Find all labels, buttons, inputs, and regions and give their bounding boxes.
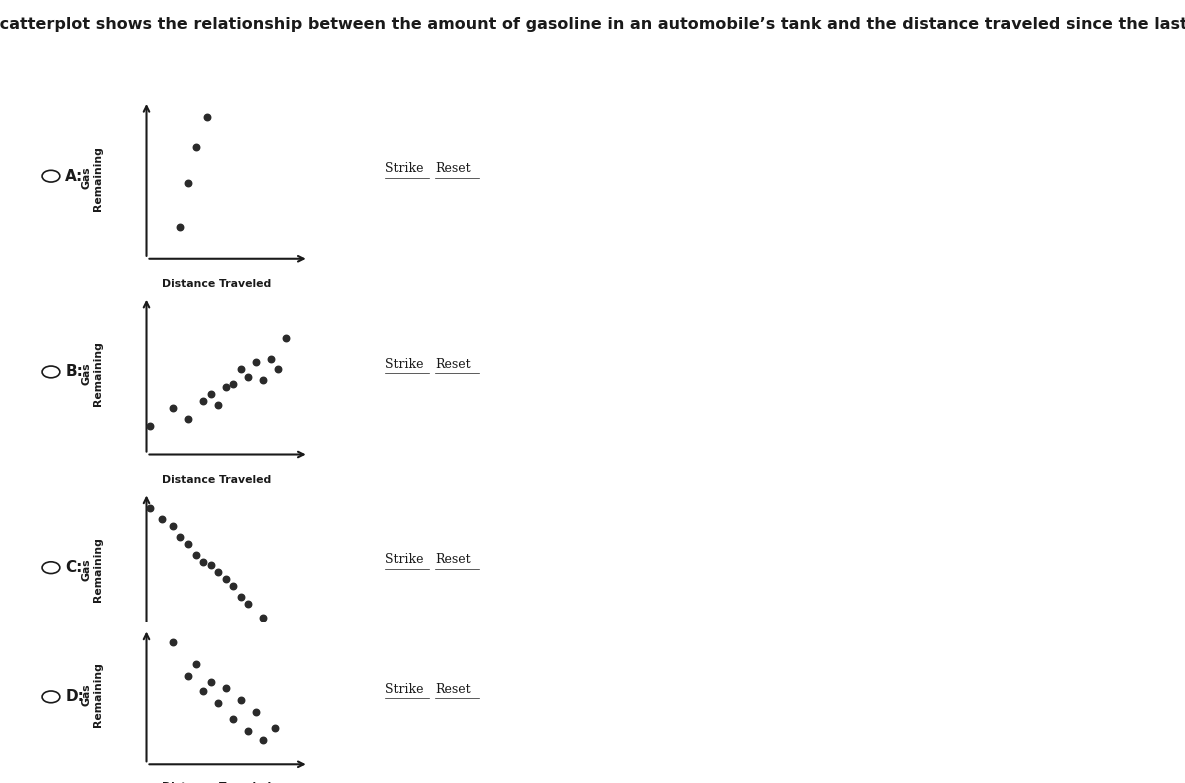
Point [231,591,250,604]
Point [201,676,220,688]
Text: Gas
Remaining: Gas Remaining [81,662,103,727]
Point [171,221,190,233]
Point [276,331,295,344]
Point [224,377,243,390]
Point [179,669,198,682]
Point [141,420,160,432]
Point [179,176,198,189]
Point [246,706,265,719]
Point [254,734,273,746]
Point [186,548,205,561]
Point [179,413,198,425]
Point [201,559,220,572]
Point [224,713,243,725]
Text: B:: B: [65,364,83,380]
Text: C:: C: [65,560,83,576]
Text: Gas
Remaining: Gas Remaining [81,146,103,211]
Point [239,724,258,737]
Point [265,721,284,734]
Point [193,395,212,408]
Point [224,580,243,593]
Point [265,622,284,635]
Text: Reset: Reset [435,683,470,695]
Point [231,363,250,376]
Text: Strike: Strike [385,358,423,370]
Text: A:: A: [65,168,83,184]
Point [164,636,182,648]
Point [193,685,212,698]
Point [209,697,228,709]
Point [216,573,235,586]
Point [209,399,228,411]
Point [171,531,190,543]
Point [193,555,212,568]
Point [209,566,228,579]
Point [239,370,258,383]
Point [231,694,250,706]
Point [216,682,235,695]
Text: Reset: Reset [435,554,470,566]
Point [269,363,288,376]
Point [164,520,182,532]
Text: Distance Traveled: Distance Traveled [161,670,271,680]
Point [254,612,273,625]
Point [198,110,217,123]
Point [152,513,171,525]
Text: Distance Traveled: Distance Traveled [161,474,271,485]
Point [254,373,273,386]
Text: Strike: Strike [385,554,423,566]
Point [239,598,258,611]
Point [141,502,160,514]
Text: D:: D: [65,689,84,705]
Point [216,381,235,393]
Point [201,388,220,401]
Text: Strike: Strike [385,162,423,175]
Text: Gas
Remaining: Gas Remaining [81,341,103,406]
Point [186,658,205,670]
Text: Gas
Remaining: Gas Remaining [81,537,103,602]
Point [246,356,265,369]
Point [262,352,281,365]
Text: Reset: Reset [435,162,470,175]
Point [186,141,205,153]
Point [179,538,198,550]
Point [164,402,182,415]
Text: Reset: Reset [435,358,470,370]
Text: Distance Traveled: Distance Traveled [161,781,271,783]
Text: Distance Traveled: Distance Traveled [161,279,271,289]
Text: Which scatterplot shows the relationship between the amount of gasoline in an au: Which scatterplot shows the relationship… [0,17,1185,32]
Text: Strike: Strike [385,683,423,695]
Point [276,633,295,646]
